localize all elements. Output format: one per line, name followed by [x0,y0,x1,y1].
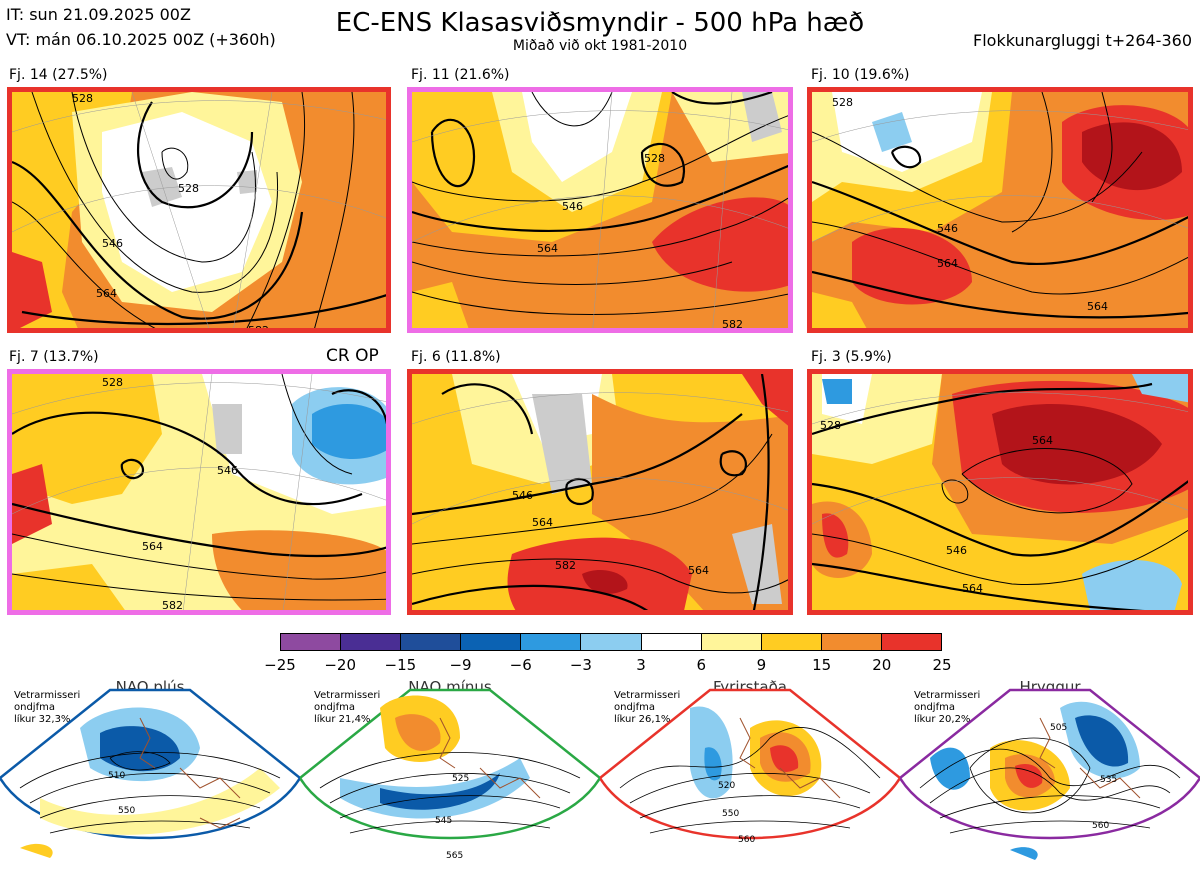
regime-note-line: líkur 20,2% [914,714,971,725]
contour-label: 564 [1087,300,1108,313]
colorbar-tick: −20 [324,656,356,674]
contour-label: 528 [72,92,93,105]
regime-blocking: Fyrirstaða Vetrarmisseri ondjfma líkur 2… [600,678,900,871]
regime-note-line: Vetrarmisseri [614,690,681,701]
cluster-map-fj3: 546 564 564 528 [807,369,1193,615]
colorbar-tick: 6 [696,656,707,674]
cluster-map-fj10: 546 564 564 528 [807,87,1193,333]
contour-label: 560 [738,835,755,845]
contour-label: 528 [178,182,199,195]
contour-label: 505 [1050,723,1067,733]
panel-label: Fj. 6 (11.8%) [411,349,501,365]
contour-label: 546 [946,544,967,557]
panel-label: Fj. 7 (13.7%) [9,349,99,365]
contour-label: 565 [446,851,463,861]
colorbar-segment [521,634,582,650]
contour-label: 528 [102,376,123,389]
contour-label: 560 [1092,821,1109,831]
colorbar-tick: −9 [449,656,472,674]
cluster-map-fj7: 546 564 582 528 [7,369,391,615]
contour-label: 564 [688,564,709,577]
contour-label: 564 [537,242,558,255]
colorbar-tick: −15 [384,656,417,674]
classification-window: Flokkunargluggi t+264-360 [973,31,1192,50]
regime-note-line: Vetrarmisseri [14,690,81,701]
contour-label: 535 [1100,775,1117,785]
contour-label: 525 [452,774,469,784]
cluster-map-fj6: 546 564 582 564 [407,369,793,615]
regime-ridge: Hryggur Vetrarmisseri ondjfma líkur 20,2… [900,678,1200,871]
colorbar-segment [581,634,642,650]
contour-label: 564 [962,582,983,595]
regime-note: Vetrarmisseri ondjfma líkur 20,2% [914,690,980,726]
colorbar-segment [881,634,942,650]
regime-note-line: ondjfma [14,702,55,713]
regime-note: Vetrarmisseri ondjfma líkur 21,4% [314,690,380,726]
regime-note-line: líkur 26,1% [614,714,671,725]
contour-label: 550 [722,809,739,819]
colorbar-tick: 3 [636,656,646,674]
panel-label: Fj. 14 (27.5%) [9,67,108,83]
panel-tag: CR OP [326,346,379,366]
regime-note-line: ondjfma [314,702,355,713]
contour-label: 510 [108,771,125,781]
contour-label: 546 [102,237,123,250]
colorbar-segment [761,634,822,650]
cluster-map-fj14: 528 546 564 582 528 [7,87,391,333]
colorbar-segment [401,634,462,650]
panel-label: Fj. 10 (19.6%) [811,67,910,83]
panel-label: Fj. 3 (5.9%) [811,349,892,365]
colorbar-segment [281,634,342,650]
contour-label: 582 [248,324,269,333]
colorbar-segment [821,634,882,650]
contour-label: 564 [1032,434,1053,447]
cluster-map-fj11: 546 564 582 528 [407,87,793,333]
colorbar-segment [641,634,702,650]
contour-label: 528 [820,419,841,432]
contour-label: 582 [722,318,743,331]
contour-label: 546 [562,200,583,213]
contour-label: 564 [532,516,553,529]
regime-nao-minus: NAO mínus Vetrarmisseri ondjfma líkur 21… [300,678,600,871]
colorbar-segment [701,634,762,650]
contour-label: 564 [142,540,163,553]
panel-label: Fj. 11 (21.6%) [411,67,510,83]
regime-note-line: Vetrarmisseri [314,690,381,701]
regime-note-line: Vetrarmisseri [914,690,981,701]
regime-note-line: líkur 21,4% [314,714,371,725]
contour-label: 528 [832,96,853,109]
page-title: EC-ENS Klasasviðsmyndir - 500 hPa hæð [335,8,865,38]
valid-time: VT: mán 06.10.2025 00Z (+360h) [6,30,276,49]
contour-label: 582 [555,559,576,572]
anomaly-colorbar [280,633,942,651]
colorbar-segment [461,634,522,650]
contour-label: 564 [937,257,958,270]
regime-note-line: ondjfma [614,702,655,713]
contour-label: 546 [512,489,533,502]
contour-label: 545 [435,816,452,826]
regime-note-line: ondjfma [914,702,955,713]
colorbar-tick: 20 [872,656,892,674]
contour-label: 564 [96,287,117,300]
page-subtitle: Miðað við okt 1981-2010 [512,38,688,54]
regime-note: Vetrarmisseri ondjfma líkur 26,1% [614,690,680,726]
colorbar-tick: −6 [509,656,532,674]
contour-label: 550 [118,806,135,816]
colorbar-tick: −25 [264,656,296,674]
colorbar-segment [341,634,402,650]
contour-label: 582 [162,599,183,612]
contour-label: 520 [718,781,735,791]
colorbar-tick: 25 [932,656,952,674]
colorbar-tick: 9 [756,656,767,674]
regime-note: Vetrarmisseri ondjfma líkur 32,3% [14,690,80,726]
colorbar-tick: 15 [812,656,832,674]
colorbar-tick: −3 [569,656,592,674]
issue-time: IT: sun 21.09.2025 00Z [6,5,191,24]
contour-label: 546 [217,464,238,477]
contour-label: 546 [937,222,958,235]
regime-note-line: líkur 32,3% [14,714,71,725]
contour-label: 528 [644,152,665,165]
regime-nao-plus: NAO plús Vetrarmisseri ondjfma líkur 32,… [0,678,300,871]
